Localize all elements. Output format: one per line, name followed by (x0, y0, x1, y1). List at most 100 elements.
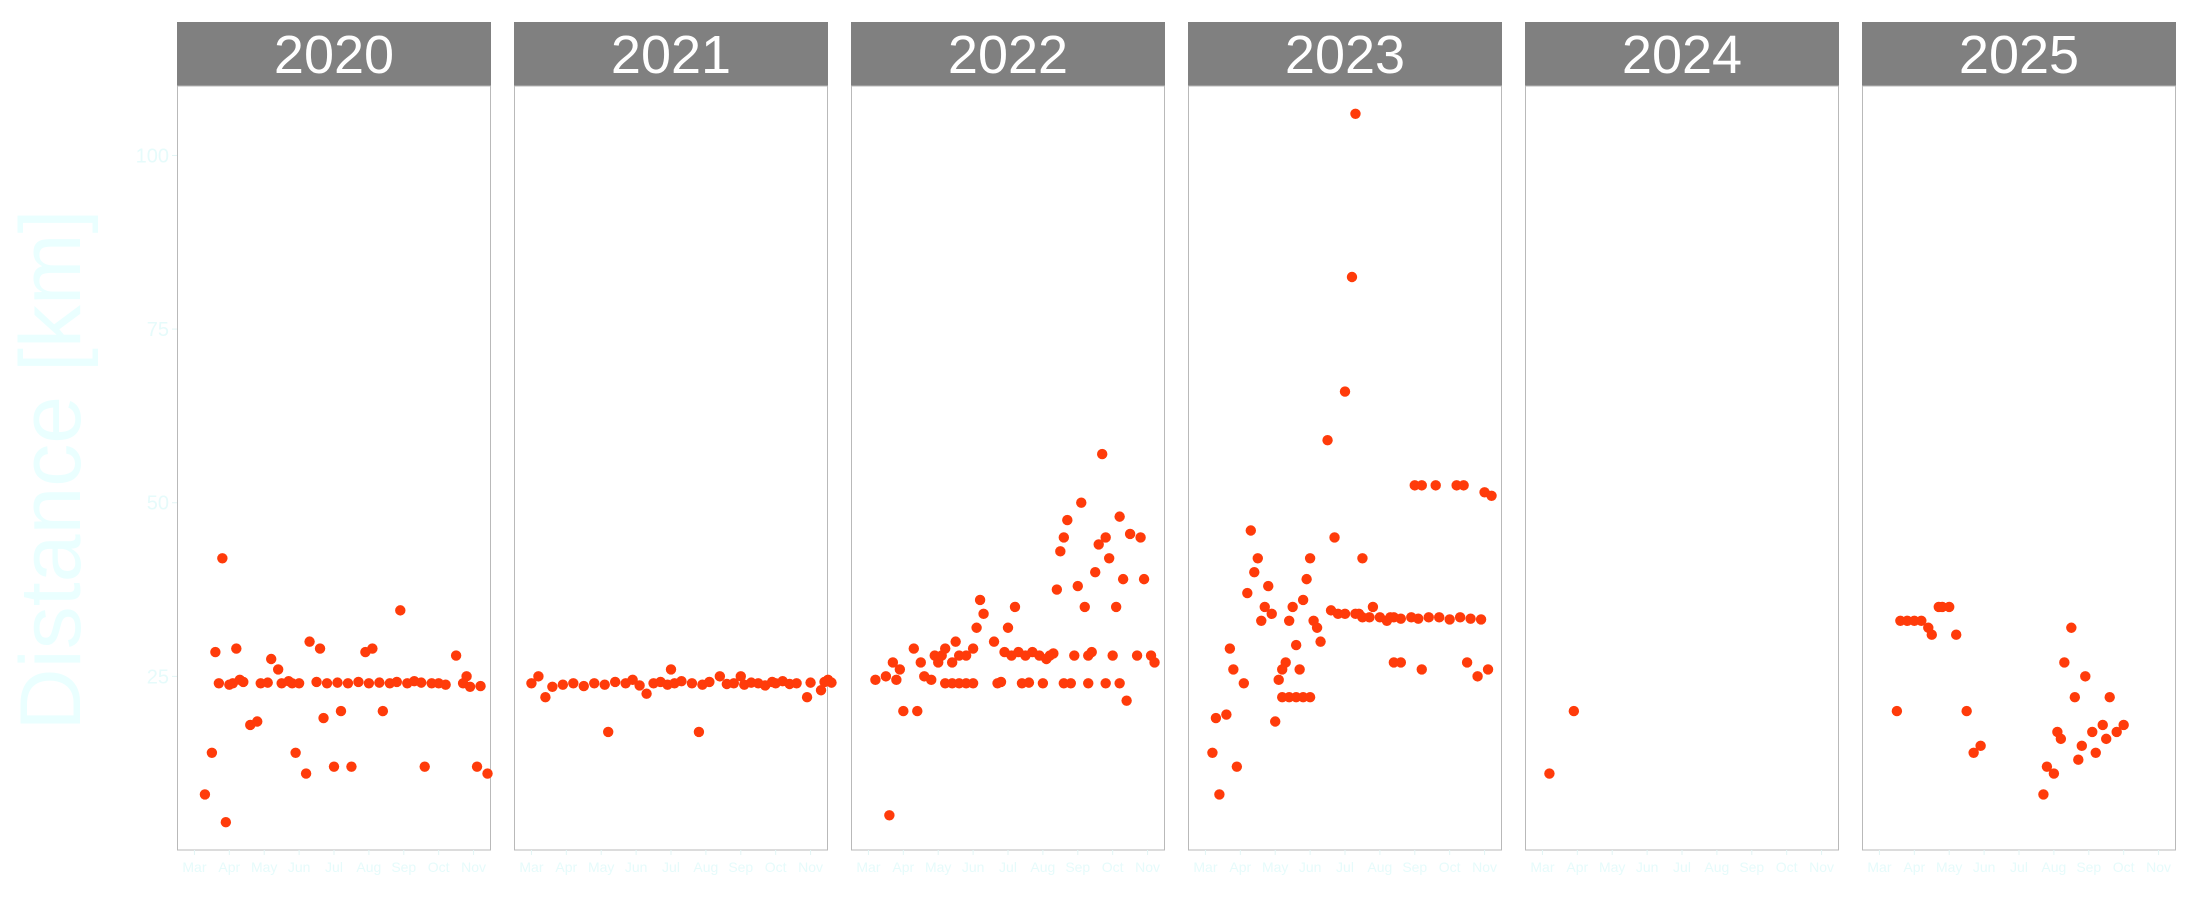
data-point (1339, 608, 1351, 620)
data-point (960, 650, 972, 661)
x-tick-label: Jul (325, 859, 343, 875)
x-tick-label: Jun (1973, 859, 1996, 875)
data-point (1430, 480, 1441, 491)
facet-strip (1525, 22, 1839, 86)
data-point (1110, 601, 1122, 613)
data-point (1434, 612, 1445, 623)
data-point (1058, 678, 1070, 689)
data-point (1114, 511, 1125, 522)
data-point (1242, 587, 1253, 599)
data-point (589, 678, 600, 689)
data-point (213, 678, 225, 689)
data-point (1249, 566, 1260, 578)
data-point (1413, 613, 1424, 624)
data-point (1273, 674, 1284, 686)
x-tick-label: Apr (892, 859, 914, 875)
data-point (1051, 584, 1063, 595)
facet-strip-label: 2022 (948, 25, 1068, 85)
y-axis-ticks: 25 50 75 100 (136, 145, 177, 688)
x-tick-label: Oct (428, 859, 450, 875)
data-point (1121, 695, 1132, 706)
data-point (1891, 705, 1903, 717)
x-tick-label: May (925, 859, 951, 875)
data-point (1287, 601, 1298, 613)
data-point (450, 650, 462, 661)
x-tick-label: Jun (962, 859, 985, 875)
x-tick-label: Apr (555, 859, 577, 875)
data-point (374, 677, 385, 688)
facet-panel-2020: 2020 Mar Apr May Jun Jul Aug Sep Oct Nov (177, 22, 493, 875)
data-point (1304, 692, 1316, 703)
data-point (419, 761, 430, 772)
x-tick-label: Sep (728, 859, 753, 875)
data-point (1058, 532, 1070, 543)
data-point (1259, 601, 1270, 613)
data-point (440, 679, 451, 690)
facet-strip (1862, 22, 2176, 86)
data-point (1280, 657, 1291, 668)
data-point (300, 768, 312, 779)
y-tick-label-0: 25 (147, 666, 169, 688)
data-point (533, 671, 544, 682)
y-tick-label-2: 75 (147, 319, 169, 341)
data-point (940, 643, 951, 654)
x-tick-label: Nov (1472, 859, 1497, 875)
data-point (1444, 614, 1455, 625)
data-point (224, 679, 235, 690)
data-point (363, 678, 375, 689)
data-point (1103, 553, 1115, 564)
data-point (1069, 650, 1080, 661)
data-point (1346, 271, 1358, 283)
panel-border (1862, 85, 2176, 851)
data-point (1329, 532, 1340, 543)
x-tick-label: Nov (2146, 859, 2171, 875)
data-point (599, 679, 610, 690)
x-tick-label: Oct (1439, 859, 1461, 875)
x-tick-label: Oct (1776, 859, 1798, 875)
x-tick-label: May (588, 859, 614, 875)
facet-strip-label: 2020 (274, 25, 394, 85)
x-tick-label: Nov (1809, 859, 1834, 875)
data-point (252, 716, 263, 727)
data-point (2076, 740, 2087, 752)
data-point (2087, 726, 2098, 738)
data-point (1975, 740, 1986, 752)
data-point (328, 761, 340, 772)
x-tick-label: Aug (1030, 859, 1055, 875)
data-point (898, 705, 909, 717)
data-point (1100, 532, 1111, 543)
x-tick-label: Apr (1903, 859, 1925, 875)
x-tick-label: Apr (218, 859, 240, 875)
data-point (1117, 573, 1129, 585)
data-point (1124, 528, 1136, 540)
x-tick-label: Nov (798, 859, 823, 875)
data-point (1002, 622, 1014, 633)
data-point (1062, 514, 1073, 526)
data-point (1304, 553, 1316, 564)
data-point (1423, 612, 1434, 623)
data-point (1339, 386, 1351, 397)
panel-border (1188, 85, 1502, 851)
data-point (2111, 726, 2122, 738)
data-point (634, 680, 645, 691)
x-tick-label: Jul (662, 859, 680, 875)
data-point (686, 678, 698, 689)
data-point (870, 674, 881, 686)
x-tick-label: May (251, 859, 277, 875)
data-point (2069, 692, 2081, 703)
x-tick-label: Sep (1739, 859, 1764, 875)
data-point (2101, 733, 2112, 745)
x-tick-label: Jun (625, 859, 648, 875)
data-point (887, 657, 899, 668)
facet-panel-2025: 2025 Mar Apr May Jun Jul Aug Sep Oct Nov (1862, 22, 2176, 875)
x-tick-label: Oct (1102, 859, 1124, 875)
data-point (908, 643, 919, 654)
data-point (464, 681, 476, 692)
data-point (2038, 789, 2049, 800)
data-point (1221, 709, 1232, 720)
facet-panel-2024: 2024 Mar Apr May Jun Jul Aug Sep Oct Nov (1525, 22, 1839, 875)
data-point (1944, 601, 1955, 613)
y-axis-title: Distance [km] (3, 210, 99, 731)
data-point (1374, 612, 1386, 623)
data-point (1048, 648, 1059, 659)
